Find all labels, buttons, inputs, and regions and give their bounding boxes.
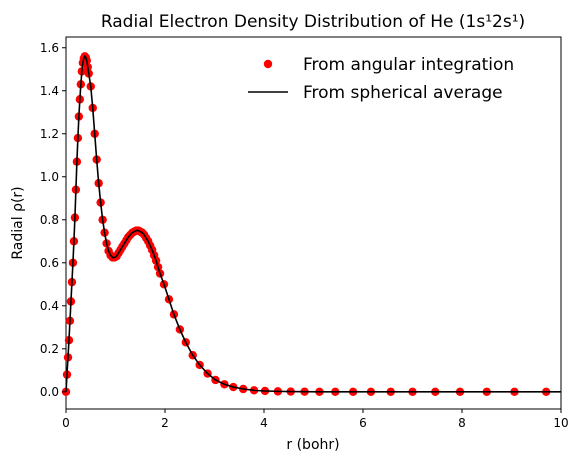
x-tick-label: 10: [553, 416, 568, 430]
chart-title: Radial Electron Density Distribution of …: [101, 12, 525, 32]
x-axis-label: r (bohr): [286, 437, 339, 453]
ticks-layer: 0 2 4 6 8 10 0.0 0.2 0.4 0.6 0.8 1.0 1.2 1.4 1.6: [40, 41, 569, 430]
x-tick-label: 6: [359, 416, 367, 430]
series-line: [65, 54, 561, 393]
x-tick-label: 2: [161, 416, 169, 430]
series-layer: [61, 52, 561, 396]
y-tick-label: 0.6: [40, 256, 59, 270]
plot-area: [65, 36, 562, 410]
y-tick-label: 1.2: [40, 127, 59, 141]
x-tick-label: 4: [260, 416, 268, 430]
y-tick-label: 0.8: [40, 213, 59, 227]
y-tick-label: 1.4: [40, 84, 59, 98]
legend-marker-icon: [263, 59, 273, 69]
legend-entry-angular: From angular integration: [303, 55, 514, 75]
y-axis-label: Radial ρ(r): [10, 186, 26, 259]
y-tick-label: 1.0: [40, 170, 59, 184]
plot-frame: [65, 36, 562, 410]
y-tick-label: 0.4: [40, 299, 59, 313]
legend-entry-spherical: From spherical average: [303, 83, 503, 103]
x-tick-label: 8: [458, 416, 466, 430]
x-tick-label: 0: [62, 416, 70, 430]
y-tick-label: 0.0: [40, 385, 59, 399]
y-tick-label: 1.6: [40, 41, 59, 55]
legend: From angular integration From spherical a…: [248, 55, 514, 103]
y-tick-label: 0.2: [40, 342, 59, 356]
